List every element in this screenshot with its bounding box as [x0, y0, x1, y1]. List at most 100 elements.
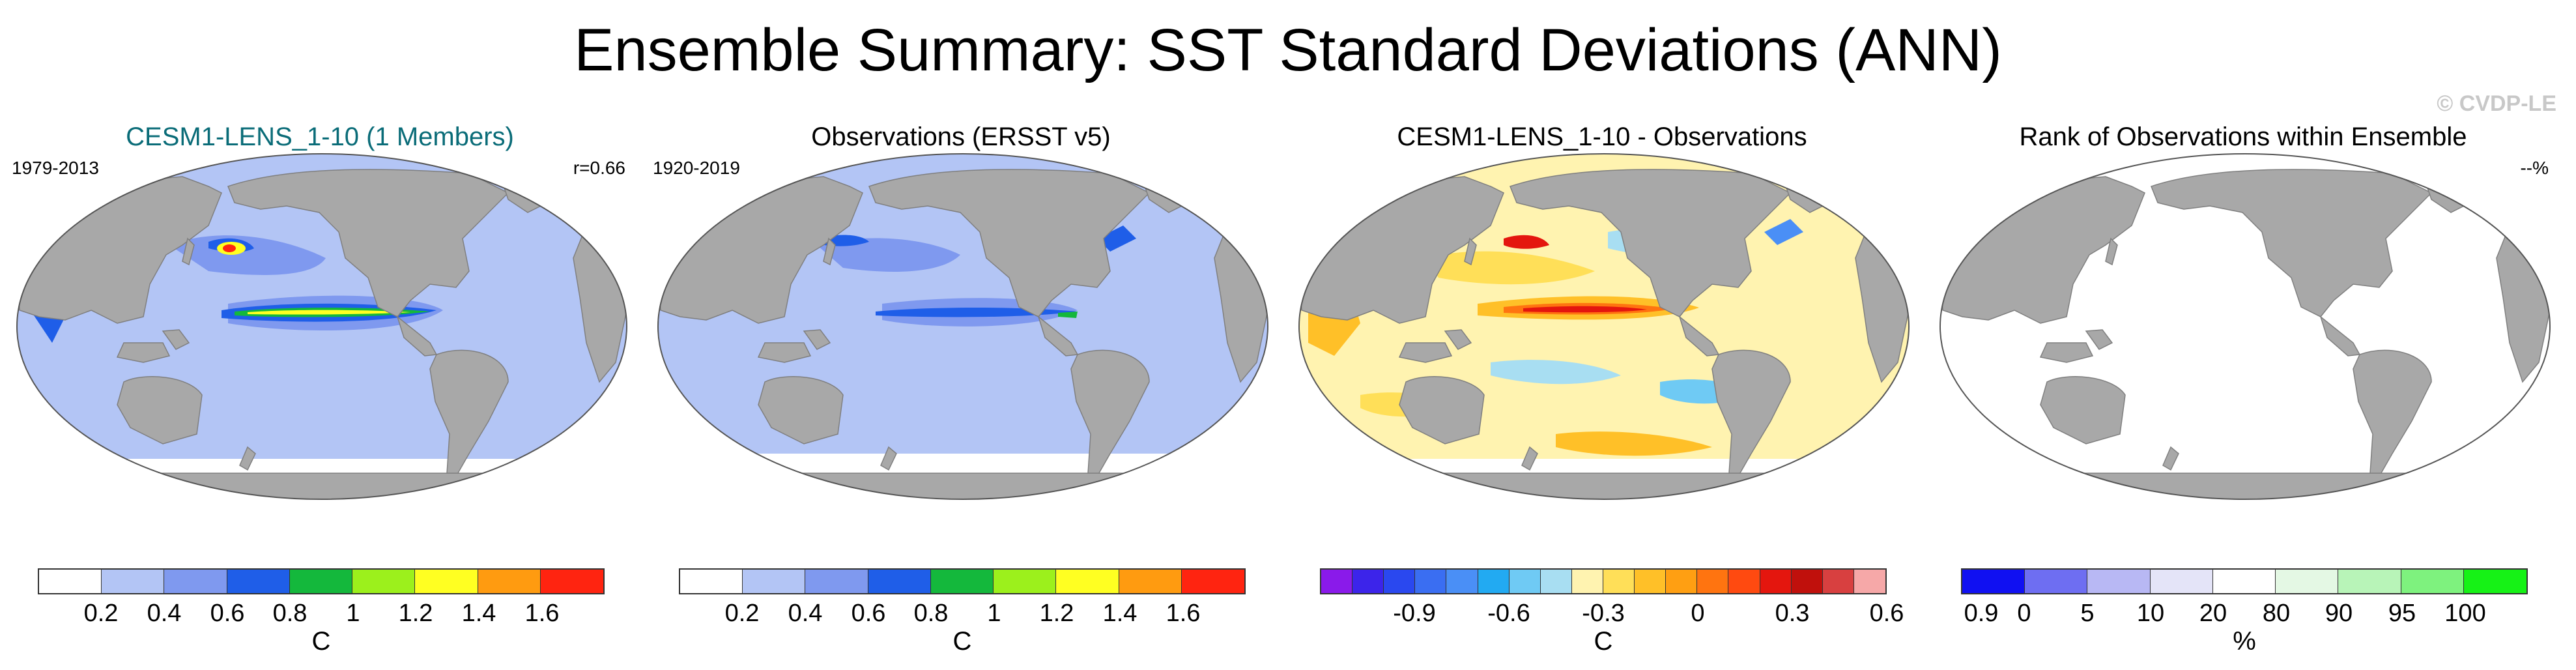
colorbar-swatch [1728, 570, 1760, 593]
colorbar-swatch [1509, 570, 1541, 593]
colorbar-swatch [1635, 570, 1667, 593]
tick-label: 0 [2017, 600, 2031, 627]
colorbar-swatch [2338, 570, 2401, 593]
tick-label: 1.4 [461, 600, 496, 627]
colorbar-ticks: 0.2 0.4 0.6 0.8 1 1.2 1.4 1.6 [646, 600, 1276, 628]
colorbar-swatch [289, 570, 353, 593]
colorbar-ticks: 0.2 0.4 0.6 0.8 1 1.2 1.4 1.6 [5, 600, 635, 628]
colorbar-swatch [805, 570, 868, 593]
colorbar-swatch [102, 570, 165, 593]
tick-label: 0.4 [788, 600, 823, 627]
colorbar-swatch [1962, 570, 2025, 593]
watermark: © CVDP-LE [2437, 91, 2556, 116]
tick-label: 95 [2388, 600, 2416, 627]
colorbar-swatch [1181, 570, 1244, 593]
tick-label: 10 [2136, 600, 2165, 627]
colorbar-swatch [1571, 570, 1603, 593]
colorbar-swatch [1478, 570, 1510, 593]
colorbar-swatch [2087, 570, 2151, 593]
colorbar [1320, 568, 1887, 594]
tick-label: -0.3 [1582, 600, 1625, 627]
period-label: 1979-2013 [12, 158, 99, 178]
tick-label: 0 [1691, 600, 1705, 627]
colorbar-swatch [1540, 570, 1572, 593]
units-label: C [1594, 627, 1613, 656]
panel-title: Rank of Observations within Ensemble [2019, 123, 2467, 151]
tick-label: 0.9 [1964, 600, 1999, 627]
tick-label: 0.3 [1775, 600, 1810, 627]
tick-label: 0.8 [272, 600, 308, 627]
colorbar-swatch [2150, 570, 2213, 593]
colorbar-swatch [930, 570, 994, 593]
tick-label: 0.6 [1869, 600, 1904, 627]
page-title: Ensemble Summary: SST Standard Deviation… [574, 17, 2002, 83]
tick-label: 1 [346, 600, 360, 627]
tick-label: 100 [2444, 600, 2486, 627]
tick-label: 0.4 [147, 600, 182, 627]
colorbar-swatch [2025, 570, 2088, 593]
colorbar-swatch [2276, 570, 2339, 593]
tick-label: 1.6 [1166, 600, 1201, 627]
colorbar-swatch [1791, 570, 1823, 593]
tick-label: -0.6 [1487, 600, 1530, 627]
panel-title: CESM1-LENS_1-10 - Observations [1397, 123, 1807, 151]
colorbar-ticks: 0 5 10 20 80 90 95 100 [1928, 600, 2558, 628]
tick-label: 0.8 [913, 600, 949, 627]
colorbar-swatch [1056, 570, 1119, 593]
colorbar-swatch [1321, 570, 1353, 593]
colorbar-swatch [1760, 570, 1792, 593]
colorbar-swatch [743, 570, 806, 593]
colorbar-swatch [680, 570, 743, 593]
colorbar-swatch [1697, 570, 1729, 593]
colorbar-swatch [1446, 570, 1478, 593]
rank-percent-label: --% [2520, 158, 2549, 178]
colorbar-swatch [540, 570, 603, 593]
colorbar-ticks: -0.9 -0.6 -0.3 0 0.3 0.6 0.9 [1287, 600, 1998, 628]
colorbar-swatch [1603, 570, 1635, 593]
colorbar [679, 568, 1246, 594]
colorbar-swatch [478, 570, 541, 593]
tick-label: 0.6 [210, 600, 245, 627]
colorbar-swatch [1666, 570, 1698, 593]
rank-map [1939, 153, 2551, 500]
tick-label: 1.2 [1039, 600, 1074, 627]
panel-observations: Observations (ERSST v5) 1920-2019 0.2 0.… [646, 117, 1276, 670]
colorbar-swatch [39, 570, 102, 593]
sst-map-model [16, 153, 627, 500]
colorbar-swatch [1119, 570, 1182, 593]
units-label: C [952, 627, 972, 656]
tick-label: 1.4 [1102, 600, 1138, 627]
colorbar-swatch [415, 570, 478, 593]
panel-rank: Rank of Observations within Ensemble --%… [1928, 117, 2558, 670]
panel-difference: CESM1-LENS_1-10 - Observations [1287, 117, 1998, 670]
tick-label: -0.9 [1393, 600, 1436, 627]
tick-label: 0.2 [724, 600, 760, 627]
colorbar [38, 568, 605, 594]
period-label: 1920-2019 [653, 158, 740, 178]
colorbar-swatch [1853, 570, 1885, 593]
tick-label: 20 [2199, 600, 2227, 627]
units-label: % [2233, 627, 2256, 656]
tick-label: 80 [2262, 600, 2291, 627]
sst-map-difference [1298, 153, 1910, 500]
colorbar-swatch [1352, 570, 1384, 593]
sst-map-observations [657, 153, 1268, 500]
colorbar-swatch [994, 570, 1057, 593]
tick-label: 90 [2325, 600, 2353, 627]
panel-title: CESM1-LENS_1-10 (1 Members) [126, 123, 514, 151]
colorbar-swatch [1822, 570, 1854, 593]
tick-label: 1.6 [524, 600, 560, 627]
colorbar-swatch [2463, 570, 2526, 593]
tick-label: 0.2 [83, 600, 119, 627]
colorbar-swatch [352, 570, 416, 593]
colorbar-swatch [1415, 570, 1447, 593]
panel-model: CESM1-LENS_1-10 (1 Members) 1979-2013 r=… [5, 117, 635, 670]
tick-label: 1.2 [398, 600, 433, 627]
correlation-label: r=0.66 [573, 158, 625, 178]
colorbar-swatch [2212, 570, 2276, 593]
colorbar-swatch [1384, 570, 1416, 593]
units-label: C [311, 627, 331, 656]
colorbar [1961, 568, 2528, 594]
colorbar-swatch [868, 570, 931, 593]
colorbar-swatch [227, 570, 290, 593]
